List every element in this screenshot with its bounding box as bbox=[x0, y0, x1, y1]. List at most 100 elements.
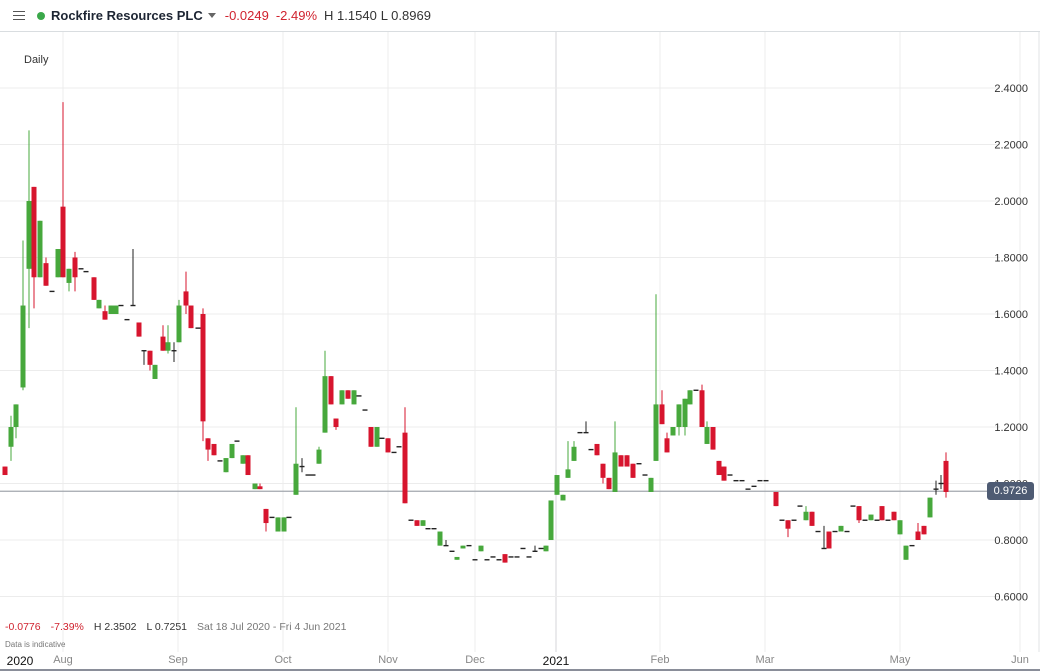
candle bbox=[188, 305, 194, 329]
candle bbox=[803, 511, 809, 521]
candle bbox=[478, 545, 484, 552]
candle bbox=[600, 463, 606, 478]
candle bbox=[838, 525, 844, 532]
y-tick-label: 0.8000 bbox=[994, 535, 1028, 547]
x-tick-label: Jun bbox=[1011, 654, 1029, 666]
y-tick-label: 0.6000 bbox=[994, 592, 1028, 604]
candle bbox=[773, 491, 779, 507]
candle bbox=[55, 249, 61, 278]
candle bbox=[915, 531, 921, 540]
candle bbox=[594, 443, 600, 456]
y-tick-label: 2.0000 bbox=[994, 196, 1028, 208]
candle bbox=[554, 475, 560, 495]
candle bbox=[624, 455, 630, 467]
candle bbox=[826, 531, 832, 549]
candle bbox=[205, 438, 211, 450]
hamburger-icon[interactable] bbox=[13, 10, 25, 21]
candle bbox=[670, 427, 676, 436]
candle bbox=[856, 506, 862, 521]
x-tick-label: 2020 bbox=[6, 654, 34, 668]
header-change: -0.0249 bbox=[224, 8, 269, 23]
candle bbox=[560, 494, 566, 501]
x-axis: 2020 Aug Sep Oct Nov Dec 2021 Feb Mar May Jun bbox=[0, 652, 1040, 670]
x-tick-label: 2021 bbox=[542, 654, 570, 668]
candle bbox=[339, 390, 345, 405]
header-change-pct: -2.49% bbox=[275, 8, 318, 23]
candle bbox=[333, 418, 339, 427]
period-high: H 2.3502 bbox=[93, 621, 137, 633]
x-axis-baseline bbox=[0, 669, 1040, 671]
candle bbox=[351, 390, 357, 405]
candle bbox=[687, 390, 693, 405]
candle bbox=[281, 517, 287, 532]
candle bbox=[648, 477, 654, 492]
candle bbox=[571, 446, 577, 461]
candle bbox=[263, 508, 269, 524]
candle bbox=[37, 220, 43, 278]
data-indicative-note: Data is indicative bbox=[5, 640, 66, 649]
candle bbox=[368, 427, 374, 447]
candle bbox=[183, 291, 189, 306]
candle bbox=[147, 350, 153, 365]
candle bbox=[565, 469, 571, 478]
candle bbox=[66, 268, 72, 283]
y-tick-label: 1.2000 bbox=[994, 422, 1028, 434]
candle bbox=[229, 443, 235, 459]
candle bbox=[211, 443, 217, 456]
candle bbox=[113, 305, 119, 314]
period-change: -0.0776 bbox=[5, 621, 41, 633]
candle bbox=[402, 432, 408, 504]
period-low: L 0.7251 bbox=[146, 621, 188, 633]
candle bbox=[659, 404, 665, 425]
candle bbox=[879, 506, 885, 521]
candle bbox=[43, 263, 49, 286]
candle bbox=[903, 545, 909, 560]
instrument-name[interactable]: Rockfire Resources PLC bbox=[51, 8, 203, 23]
candle bbox=[385, 438, 391, 453]
y-tick-label: 1.4000 bbox=[994, 366, 1028, 378]
candle bbox=[2, 466, 8, 476]
candle bbox=[704, 427, 710, 444]
candle bbox=[31, 186, 37, 278]
header-high: H 1.1540 bbox=[324, 8, 377, 23]
instrument-header: Rockfire Resources PLC -0.0249 -2.49% H … bbox=[0, 0, 1040, 32]
instrument-dropdown-caret-icon[interactable] bbox=[207, 13, 216, 18]
candle bbox=[664, 438, 670, 453]
x-tick-label: Feb bbox=[650, 654, 670, 666]
candle bbox=[785, 520, 791, 529]
candle bbox=[275, 517, 281, 532]
candle bbox=[460, 545, 466, 549]
candle bbox=[897, 520, 903, 535]
candle bbox=[927, 497, 933, 518]
x-tick-label: Nov bbox=[378, 654, 398, 666]
candle bbox=[293, 463, 299, 495]
candle bbox=[676, 404, 682, 427]
candle bbox=[502, 554, 508, 563]
candle bbox=[96, 299, 102, 309]
candle bbox=[921, 525, 927, 535]
candle bbox=[176, 305, 182, 343]
period-date-range: Sat 18 Jul 2020 - Fri 4 Jun 2021 bbox=[197, 621, 347, 633]
candle bbox=[612, 452, 618, 492]
candle bbox=[682, 398, 688, 427]
candle bbox=[60, 206, 66, 278]
period-change-pct: -7.39% bbox=[50, 621, 84, 633]
candle bbox=[374, 427, 380, 447]
candle bbox=[108, 305, 114, 314]
candle bbox=[548, 500, 554, 540]
candle bbox=[13, 404, 19, 427]
candle bbox=[91, 277, 97, 300]
candle bbox=[420, 520, 426, 526]
candle bbox=[160, 336, 166, 351]
candle bbox=[868, 514, 874, 521]
candle bbox=[716, 460, 722, 476]
candle bbox=[152, 364, 158, 379]
candle bbox=[20, 305, 26, 388]
candlestick-chart[interactable]: 2.4000 2.2000 2.0000 1.8000 1.6000 1.4000 1.20… bbox=[0, 32, 1040, 652]
candle bbox=[316, 449, 322, 464]
candle bbox=[543, 545, 549, 552]
candle bbox=[328, 376, 334, 405]
x-tick-label: Dec bbox=[465, 654, 485, 666]
y-tick-label: 2.2000 bbox=[994, 140, 1028, 152]
candle bbox=[710, 427, 716, 450]
